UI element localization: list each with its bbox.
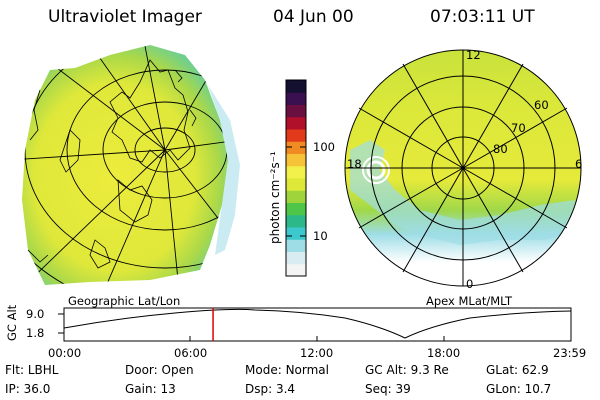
footer-item: Dsp: 3.4 <box>245 382 296 396</box>
colorbar-band <box>286 178 306 191</box>
timeline-y-tick-max: 9.0 <box>26 307 45 321</box>
mlt-label-0: 0 <box>466 277 474 291</box>
footer-item: GLon: 10.7 <box>486 382 552 396</box>
colorbar-band <box>286 239 306 252</box>
timeline-x-tick: 00:00 <box>48 346 82 360</box>
geographic-caption: Geographic Lat/Lon <box>68 294 181 308</box>
footer-item: Flt: LBHL <box>5 363 59 377</box>
colorbar-band <box>286 153 306 167</box>
footer-item: Door: Open <box>125 363 194 377</box>
footer-item: GLat: 62.9 <box>486 363 549 377</box>
altitude-curve <box>63 308 572 339</box>
footer-item: IP: 36.0 <box>5 382 51 396</box>
timeline-x-tick: 18:00 <box>427 346 461 360</box>
instrument-title: Ultraviolet Imager <box>48 7 202 27</box>
colorbar-band <box>286 202 306 216</box>
time-label: 07:03:11 UT <box>430 7 535 27</box>
mlat-label-80: 80 <box>493 142 508 156</box>
colorbar-unit-label: photon cm⁻²s⁻¹ <box>268 151 282 244</box>
mlt-label-18: 18 <box>347 157 362 171</box>
footer-item: Mode: Normal <box>245 363 329 377</box>
colorbar-band <box>286 129 306 142</box>
mlat-label-60: 60 <box>534 98 549 112</box>
colorbar-band <box>286 141 306 154</box>
polar-image <box>344 49 582 287</box>
geographic-image <box>22 45 240 285</box>
colorbar-band <box>286 251 306 265</box>
colorbar-band <box>286 165 306 179</box>
colorbar-band <box>286 104 306 118</box>
timeline-x-tick: 12:00 <box>300 346 334 360</box>
orbit-altitude-plot <box>58 307 572 342</box>
colorbar <box>285 79 307 277</box>
polar-grid <box>344 49 582 287</box>
apex-caption: Apex MLat/MLT <box>426 294 513 308</box>
colorbar-band <box>286 214 306 228</box>
colorbar-band <box>286 227 306 240</box>
colorbar-band <box>286 190 306 203</box>
footer-item: Gain: 13 <box>125 382 176 396</box>
colorbar-band <box>286 263 306 277</box>
lat-lon-grid <box>22 45 228 285</box>
mlat-label-70: 70 <box>511 121 526 135</box>
colorbar-tick-10: 10 <box>313 229 328 243</box>
colorbar-tick-100: 100 <box>313 140 335 154</box>
footer-item: GC Alt: 9.3 Re <box>365 363 449 377</box>
timeline-x-tick: 23:59 <box>553 346 587 360</box>
auroral-image-left <box>22 45 228 285</box>
mlt-label-12: 12 <box>466 48 481 62</box>
timeline-y-tick-min: 1.8 <box>26 326 45 340</box>
mlt-label-6: 6 <box>575 157 583 171</box>
colorbar-band <box>286 80 306 93</box>
colorbar-band <box>286 92 306 105</box>
coastlines <box>27 59 197 269</box>
timeline-x-tick: 06:00 <box>174 346 208 360</box>
date-label: 04 Jun 00 <box>273 7 354 27</box>
timeline-y-label: GC Alt <box>5 304 19 341</box>
footer-item: Seq: 39 <box>365 382 411 396</box>
colorbar-band <box>286 116 306 130</box>
